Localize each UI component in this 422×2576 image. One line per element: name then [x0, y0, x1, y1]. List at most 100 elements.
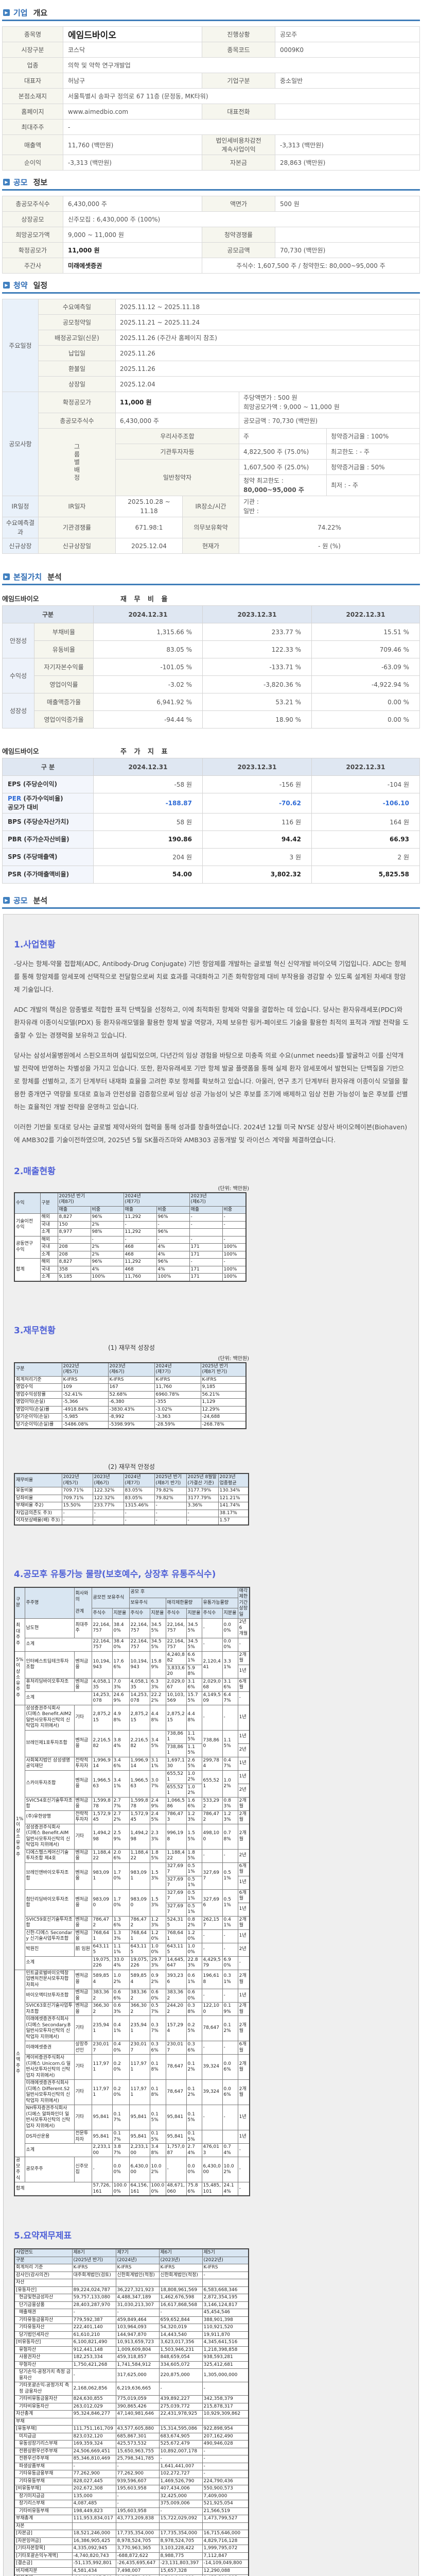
table-cell: 1년	[237, 1664, 250, 1679]
table-cell: 0.51%	[186, 1862, 202, 1876]
table-cell: -	[222, 1942, 238, 1957]
table-cell: 희망공모가액	[2, 227, 63, 243]
table-cell: 기타유동부채	[14, 2477, 73, 2486]
table-cell: 459,849,464	[115, 2316, 160, 2325]
table-cell: -	[201, 1618, 223, 1638]
table-cell: -	[222, 1704, 238, 1731]
arrow-icon: ▶	[3, 896, 10, 904]
table-cell: 2,872,354,195	[202, 2294, 249, 2302]
table-cell: -688,872,622	[115, 2552, 160, 2561]
table-cell: 1,572,945	[129, 1810, 150, 1824]
table-cell: 에임드바이오	[63, 26, 202, 42]
table-cell: 144,947,870	[115, 2331, 160, 2340]
table-cell: 2,875,215	[91, 1704, 113, 1731]
table-cell: 22,164,757	[165, 1618, 187, 1638]
table-cell: 현금및현금성자산	[14, 2294, 73, 2302]
table-cell: 96%	[156, 1258, 190, 1266]
table-cell: 신한회계법인(적정)	[115, 2271, 160, 2280]
business-title: 1.사업현황	[14, 939, 56, 950]
table-cell	[275, 104, 420, 120]
table-cell: 196,618	[201, 1969, 223, 1990]
table-cell: 11,292	[123, 1258, 157, 1266]
table-cell: 0.36%	[186, 2041, 202, 2055]
financial-ratio-table: 구분 2024.12.31 2023.12.31 2022.12.31 안정성 부채비율 1…	[2, 605, 420, 728]
table-cell: 1.70%	[112, 1862, 130, 1890]
table-cell: 미래에셋증권	[63, 258, 202, 274]
table-cell: 215,878,317	[202, 2402, 249, 2411]
table-cell: 171	[189, 1243, 223, 1251]
table-cell: 0.15%	[149, 2105, 166, 2131]
table-cell: 709.46 %	[311, 640, 420, 658]
table-cell: -	[202, 2455, 249, 2463]
table-cell: 1.02%	[186, 1770, 202, 1784]
table-cell: 171	[189, 1250, 223, 1259]
table-cell: 2025.12.04	[115, 538, 183, 554]
table-cell: 2개월	[237, 1969, 250, 1990]
table-cell: 1년	[237, 1756, 250, 1771]
table-cell: 전략적 투자자	[74, 1756, 92, 1771]
table-cell: 부채비율	[34, 623, 94, 641]
table-cell: 208	[57, 1250, 91, 1259]
table-cell: 1.85%	[149, 1849, 166, 1863]
table-cell: -	[222, 2041, 238, 2055]
table-cell: 476,013	[201, 2143, 223, 2158]
table-cell: [유동자산]	[14, 2286, 73, 2295]
table-cell: 신규상장	[2, 538, 39, 554]
table-cell: -	[63, 119, 420, 135]
table-cell: 39,324	[201, 2079, 223, 2106]
table-cell: 383,362	[165, 1989, 187, 2003]
table-cell: 케이비증권주식회사 (디에스 Unicorn.G 일반사모투자신탁의 신탁업자 지…	[24, 2054, 75, 2080]
table-cell: 2.45%	[149, 1810, 166, 1824]
table-cell: 브레인제1호투자조합	[24, 1730, 75, 1757]
table-cell: 19,911,870	[202, 2331, 249, 2340]
table-cell: 미래에셋증권주식회사 (디에스 Secondary.B 일반사모투자신탁의 신탁업…	[24, 2015, 75, 2042]
table-cell: 3,146,124,817	[202, 2301, 249, 2310]
table-cell: 79.82%	[154, 1487, 187, 1495]
table-cell: 533,292	[201, 1797, 223, 1811]
table-cell: 122.33 %	[202, 640, 312, 658]
table-cell: 10.02%	[149, 2157, 166, 2183]
table-cell: -	[186, 1509, 219, 1518]
table-cell: 사업연도	[14, 2248, 73, 2257]
table-cell: 배정공고일(신문)	[38, 330, 116, 346]
table-cell: PER (주가수익비율) 공모가 대비	[2, 793, 94, 814]
table-cell: 총공모주식수	[2, 196, 63, 212]
table-cell	[275, 227, 420, 243]
table-cell: 2024.12.31	[93, 758, 203, 776]
table-cell: 100%	[222, 1243, 247, 1251]
table-cell: SPS (주당매출액)	[2, 848, 94, 866]
table-cell: -	[201, 1942, 223, 1957]
table-cell: 비지배지분	[14, 2567, 73, 2575]
table-cell: -106.10	[311, 793, 420, 814]
table-cell: 1.33%	[112, 1929, 130, 1943]
table-cell: 823,032,120	[72, 2432, 116, 2441]
table-cell: 0.17%	[112, 2105, 130, 2131]
table-cell: 95,841	[129, 2105, 150, 2131]
table-cell: 589,854	[91, 1969, 113, 1990]
table-cell: 9,185	[57, 1273, 91, 1282]
table-cell: 상장공모	[2, 211, 63, 227]
table-cell: 96%	[156, 1213, 190, 1222]
table-cell: -	[237, 1956, 250, 1970]
table-cell: 2024년 (제7기)	[123, 1473, 155, 1488]
table-cell: 10,929,309,862	[202, 2410, 249, 2418]
table-cell: 1.02%	[112, 1969, 130, 1990]
table-cell: 홈페이지	[2, 104, 63, 120]
table-cell: 15.51 %	[311, 623, 420, 641]
table-cell: 영업수익	[14, 1383, 62, 1392]
table-cell: 3,103,228,422	[159, 2545, 203, 2553]
offer-info-table: 총공모주식수 6,430,000 주 액면가 500 원 상장공모 신주모집 : 6,43…	[2, 196, 420, 274]
table-cell: 벤처금융	[74, 1916, 92, 1930]
table-cell: 2023년 업종평균	[218, 1473, 249, 1488]
table-cell: 기관투자자등	[115, 444, 239, 460]
table-cell: 8,977	[57, 1228, 91, 1236]
table-cell: -5398.99%	[108, 1420, 155, 1429]
table-cell: 102,272,727	[159, 2470, 203, 2478]
table-cell: 비중	[222, 1206, 247, 1214]
table-cell: 327,697	[165, 1862, 187, 1876]
table-cell: 2025년 반기 (제8기 반기)	[200, 1362, 247, 1377]
table-cell: - 원 (%)	[239, 538, 420, 554]
table-cell: 17,735,354,000	[159, 2530, 203, 2538]
table-cell: 262,157	[201, 1916, 223, 1930]
table-cell: 4%	[156, 1265, 190, 1274]
